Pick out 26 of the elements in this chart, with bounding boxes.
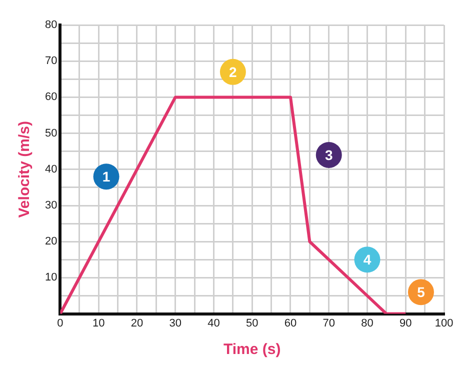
x-tick-label: 0 xyxy=(57,317,64,330)
x-tick-label: 30 xyxy=(169,317,182,330)
y-tick-label: 60 xyxy=(44,91,58,104)
annotation: 2 xyxy=(229,64,238,80)
y-tick-label: 20 xyxy=(44,236,58,248)
x-tick-label: 10 xyxy=(92,317,105,330)
y-tick-label: 80 xyxy=(44,19,58,32)
x-tick-label: 40 xyxy=(208,317,220,330)
x-axis-title: Time (s) xyxy=(223,341,281,358)
x-tick-label: 20 xyxy=(130,317,144,330)
y-tick-label: 70 xyxy=(44,55,58,68)
annotation: 4 xyxy=(363,252,372,268)
annotation: 1 xyxy=(102,168,110,184)
x-tick-label: 80 xyxy=(361,317,374,330)
x-tick-label: 100 xyxy=(434,317,454,330)
y-tick-label: 30 xyxy=(44,200,58,212)
y-tick-label: 40 xyxy=(44,163,58,176)
x-tick-label: 50 xyxy=(246,317,258,330)
annotation: 3 xyxy=(324,146,333,163)
y-tick-label: 10 xyxy=(44,272,58,284)
x-tick-label: 70 xyxy=(322,317,335,330)
x-tick-label: 90 xyxy=(400,317,412,330)
x-tick-label: 60 xyxy=(284,317,297,330)
y-axis-title: Velocity (m/s) xyxy=(16,121,34,218)
y-tick-label: 50 xyxy=(44,127,58,140)
annotation: 5 xyxy=(417,284,426,300)
